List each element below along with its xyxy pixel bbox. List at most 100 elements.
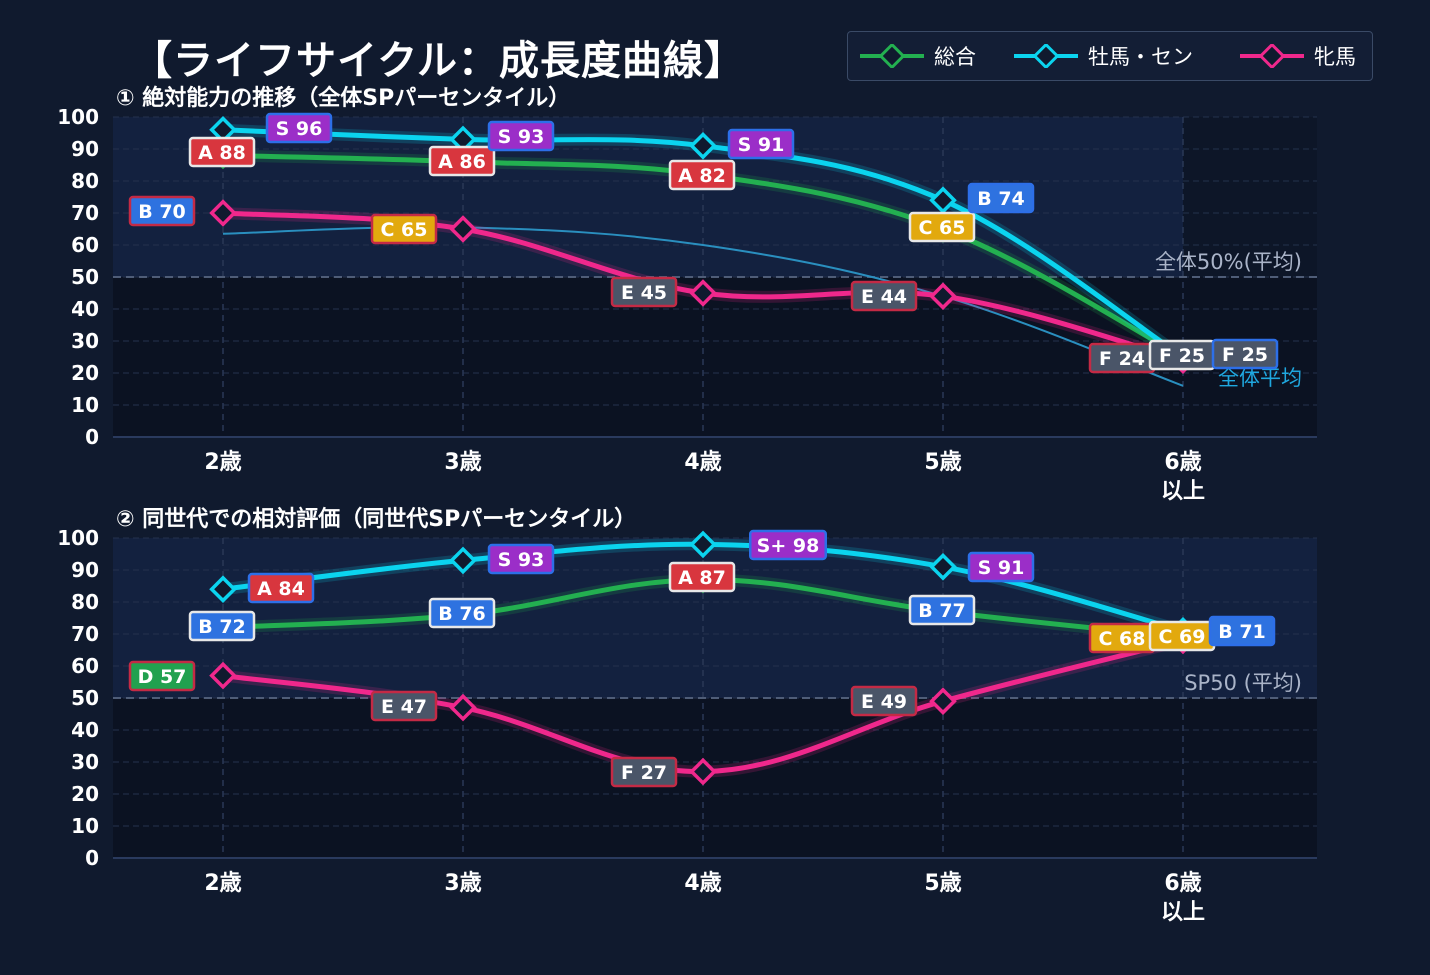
data-label-box [370,690,438,722]
data-label-box [370,213,438,245]
legend: 総合 牡馬・セン 牝馬 [847,31,1373,81]
point-marker-male [449,125,477,154]
data-label-overall: B 72 [188,610,256,642]
data-label-female: E 47 [370,690,438,722]
data-label-text: E 44 [861,286,907,308]
data-label-female: E 44 [850,280,918,312]
data-label-text: B 77 [918,600,966,622]
data-label-text: B 72 [198,616,246,638]
y-tick-label: 30 [71,750,99,774]
data-label-text: C 65 [381,219,428,241]
y-tick-label: 100 [57,526,99,550]
y-tick-label: 40 [71,297,99,321]
point-marker-female [689,279,717,307]
data-label-overall: C 69 [1148,620,1216,652]
data-label-overall: A 88 [188,136,256,168]
data-label-male: A 84 [247,572,315,604]
data-label-text: B 76 [438,603,486,625]
x-tick-label: 5歳 [924,871,961,896]
point-marker-female [209,661,237,690]
data-label-box [668,159,736,191]
data-label-box [128,660,196,692]
data-label-box [1208,615,1276,647]
legend-marker-overall [860,44,924,68]
data-label-box [128,195,196,227]
data-label-male: B 74 [967,182,1035,214]
y-tick-label: 70 [71,201,99,225]
y-tick-label: 100 [57,105,99,129]
point-marker-male [209,116,237,144]
point-marker-female [929,687,957,715]
data-label-overall: A 82 [668,159,736,191]
data-label-overall: F 25 [1148,339,1216,371]
data-label-male: S+ 98 [749,529,827,561]
legend-label-male: 牡馬・セン [1088,45,1193,69]
y-tick-label: 20 [71,361,99,385]
data-label-text: F 25 [1159,345,1205,367]
data-label-text: B 74 [977,188,1025,210]
data-label-female: F 24 [1088,342,1156,374]
x-tick-label: 3歳 [444,450,481,475]
data-label-male: B 71 [1208,615,1276,647]
data-label-text: D 57 [138,666,187,688]
data-label-box [967,182,1035,214]
data-label-text: B 71 [1218,621,1266,643]
above-average-zone [113,117,1317,277]
data-label-overall: A 86 [428,145,496,177]
y-tick-label: 80 [71,590,99,614]
x-tick-label: 2歳 [204,871,241,896]
data-label-text: A 87 [678,567,726,589]
data-label-box [610,276,678,308]
data-label-male: S 91 [727,128,795,160]
y-tick-label: 0 [85,425,99,449]
data-label-text: E 45 [621,282,667,304]
data-label-overall: B 76 [428,597,496,629]
legend-label-female: 牝馬 [1314,45,1356,69]
panel1-title: ① 絶対能力の推移（全体SPパーセンタイル） [116,86,571,111]
point-marker-male [209,575,237,603]
point-marker-female [449,693,477,722]
data-label-female: E 45 [610,276,678,308]
data-label-text: E 47 [381,696,427,718]
data-label-male: S 93 [487,120,555,152]
data-label-box [1211,338,1279,370]
data-label-box [850,280,918,312]
legend-label-overall: 総合 [934,45,976,69]
y-tick-label: 90 [71,137,99,161]
data-label-text: F 24 [1099,348,1145,370]
y-tick-label: 60 [71,654,99,678]
x-tick-label: 4歳 [684,450,721,475]
data-label-box [668,561,736,593]
data-label-text: S 91 [978,557,1025,579]
data-label-box [908,211,976,243]
point-marker-male [689,132,717,160]
data-label-text: A 86 [438,151,486,173]
data-label-text: F 27 [621,762,667,784]
data-label-text: S 96 [276,118,323,140]
data-label-text: C 68 [1099,628,1146,650]
data-label-female: F 27 [610,756,678,788]
data-label-box [428,597,496,629]
data-label-box [749,529,827,561]
data-label-female: B 70 [128,195,196,227]
reference-line-label: SP50 (平均) [1184,671,1302,695]
data-label-text: S 93 [498,126,545,148]
legend-item-female: 牝馬 [1240,32,1356,80]
data-label-box [727,128,795,160]
data-label-overall: C 65 [908,211,976,243]
data-label-text: A 88 [198,142,246,164]
y-tick-label: 50 [71,265,99,289]
data-label-box [850,685,918,717]
y-tick-label: 30 [71,329,99,353]
y-tick-label: 60 [71,233,99,257]
y-tick-label: 40 [71,718,99,742]
legend-item-overall: 総合 [860,32,976,80]
data-label-female: E 49 [850,685,918,717]
x-tick-label: 6歳 [1164,871,1201,896]
x-tick-label: 5歳 [924,450,961,475]
data-label-box [428,145,496,177]
x-tick-label: 以上 [1161,479,1205,504]
x-tick-label: 3歳 [444,871,481,896]
